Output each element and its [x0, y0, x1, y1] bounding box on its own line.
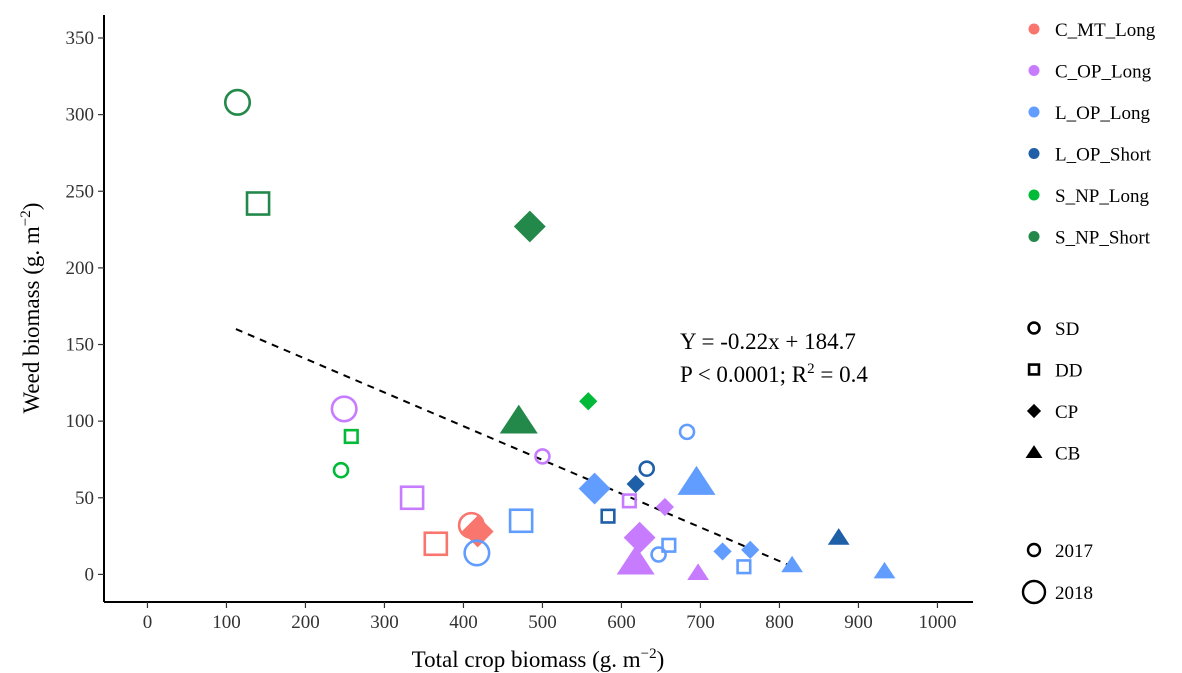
y-tick-label: 250: [66, 181, 95, 202]
data-point: [463, 539, 491, 567]
data-point: [827, 528, 850, 545]
regression-dashed-line: [235, 328, 796, 569]
data-point: [578, 472, 611, 505]
legend-label: C_MT_Long: [1055, 20, 1156, 41]
y-tick-label: 50: [75, 488, 94, 509]
x-tick-label: 600: [607, 612, 636, 633]
regression-stats: P < 0.0001; R2 = 0.4: [680, 361, 868, 387]
x-tick-label: 300: [370, 612, 399, 633]
data-point: [655, 497, 674, 517]
data-point: [343, 428, 359, 445]
y-tick-label: 100: [66, 411, 95, 432]
data-point: [873, 561, 896, 579]
legend-label: L_OP_Short: [1055, 145, 1152, 166]
data-point: [626, 474, 645, 494]
data-points: [223, 88, 896, 580]
data-point: [223, 88, 252, 116]
legend-year-2017: [1026, 542, 1042, 558]
data-point: [678, 423, 696, 441]
legend-shape-cb: [1025, 445, 1043, 459]
y-tick-label: 300: [66, 105, 95, 126]
legend-shape-cp: [1026, 403, 1042, 419]
legend: C_MT_Long C_OP_Long L_OP_Long L_OP_Short S_N…: [1021, 20, 1156, 605]
data-point: [616, 545, 655, 575]
x-tick-label: 200: [291, 612, 320, 633]
data-point: [677, 465, 716, 495]
legend-swatch-s_np_long: [1028, 189, 1040, 201]
data-point: [638, 460, 656, 477]
data-point: [736, 559, 752, 575]
data-point: [741, 540, 760, 559]
data-point: [600, 508, 616, 524]
data-point: [781, 555, 803, 573]
data-point: [332, 461, 350, 479]
legend-label: L_OP_Long: [1055, 103, 1151, 124]
legend-swatch-c_mt_long: [1028, 23, 1040, 35]
data-point: [461, 515, 494, 548]
x-tick-label: 400: [449, 612, 478, 633]
data-point: [579, 392, 598, 411]
legend-label: SD: [1055, 319, 1079, 340]
x-axis-title: Total crop biomass (g. m−2): [412, 646, 665, 672]
x-tick-label: 800: [765, 612, 794, 633]
data-point: [508, 508, 534, 534]
legend-label: S_NP_Short: [1055, 228, 1151, 249]
data-point: [623, 521, 656, 554]
data-point: [621, 493, 637, 509]
legend-swatch-c_op_long: [1028, 65, 1040, 76]
y-tick-label: 150: [66, 335, 95, 356]
data-point: [513, 210, 546, 243]
x-tick-label: 0: [143, 612, 153, 633]
regression-equation: Y = -0.22x + 184.7: [680, 329, 856, 354]
legend-label: 2018: [1055, 583, 1093, 604]
legend-label: C_OP_Long: [1055, 62, 1152, 83]
axes: 0 100 200 300 400 500 600 700 800 900 1000 0 50 100 15…: [66, 15, 973, 633]
data-point: [399, 485, 425, 511]
data-point: [330, 395, 358, 423]
legend-label: CP: [1055, 402, 1078, 423]
regression-line: [235, 328, 796, 569]
data-point: [423, 531, 449, 557]
legend-shape-dd: [1027, 363, 1041, 376]
legend-label: 2017: [1055, 541, 1093, 562]
legend-label: S_NP_Long: [1055, 186, 1149, 207]
data-point: [245, 191, 271, 216]
data-point: [534, 448, 551, 465]
data-point: [499, 404, 538, 434]
legend-year-2018: [1021, 579, 1047, 605]
legend-swatch-l_op_long: [1028, 106, 1040, 118]
x-tick-label: 500: [528, 612, 557, 633]
x-tick-label: 900: [844, 612, 873, 633]
y-tick-label: 0: [85, 564, 95, 585]
x-tick-label: 700: [686, 612, 715, 633]
y-axis-title: Weed biomass (g. m−2): [18, 203, 44, 414]
legend-swatch-l_op_short: [1028, 148, 1040, 159]
y-tick-label: 200: [66, 258, 95, 279]
legend-swatch-s_np_short: [1028, 231, 1040, 242]
y-tick-label: 350: [66, 28, 95, 49]
legend-label: DD: [1055, 361, 1082, 382]
data-point: [650, 546, 667, 563]
data-point: [713, 542, 732, 561]
x-tick-label: 1000: [918, 612, 956, 633]
legend-shape-sd: [1027, 321, 1041, 335]
legend-label: CB: [1055, 444, 1080, 465]
x-tick-label: 100: [212, 612, 241, 633]
data-point: [687, 563, 709, 580]
data-point: [661, 537, 677, 553]
